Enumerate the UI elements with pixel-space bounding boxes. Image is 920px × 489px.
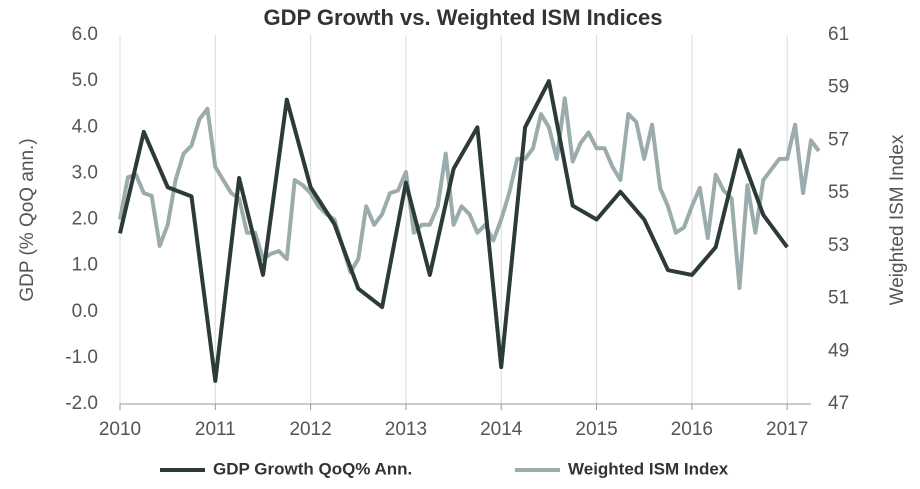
x-tick-label: 2014	[480, 419, 523, 440]
chart-title: GDP Growth vs. Weighted ISM Indices	[264, 5, 663, 30]
y2-tick-label: 51	[828, 288, 849, 309]
y-tick-label: 1.0	[72, 255, 98, 276]
y-tick-label: 5.0	[72, 70, 98, 91]
y-tick-label: 0.0	[72, 301, 98, 322]
series-line	[118, 79, 789, 383]
y-tick-label: 4.0	[72, 116, 98, 137]
y2-tick-label: 53	[828, 235, 849, 256]
y2-axis-label: Weighted ISM Index	[887, 134, 908, 305]
x-tick-label: 2011	[195, 419, 236, 440]
y-tick-label: 2.0	[72, 209, 98, 230]
x-tick-label: 2017	[766, 419, 808, 440]
x-tick-label: 2010	[99, 419, 141, 440]
y2-tick-label: 47	[828, 393, 849, 414]
y-axis-label: GDP (% QoQ ann.)	[17, 138, 38, 301]
x-tick-label: 2013	[385, 419, 427, 440]
y-tick-label: -1.0	[65, 347, 98, 368]
y-tick-label: 6.0	[72, 24, 98, 45]
y2-tick-label: 57	[828, 129, 849, 150]
legend-label: Weighted ISM Index	[568, 459, 729, 478]
y2-tick-label: 61	[828, 24, 849, 45]
y2-tick-label: 59	[828, 77, 849, 98]
x-tick-label: 2015	[575, 419, 617, 440]
y2-tick-label: 49	[828, 340, 849, 361]
x-tick-label: 2016	[671, 419, 713, 440]
legend-label: GDP Growth QoQ% Ann.	[213, 459, 412, 478]
x-tick-label: 2012	[289, 419, 331, 440]
series-line	[118, 96, 821, 290]
y2-tick-label: 55	[828, 182, 849, 203]
y-tick-label: -2.0	[65, 393, 98, 414]
y-tick-label: 3.0	[72, 162, 98, 183]
